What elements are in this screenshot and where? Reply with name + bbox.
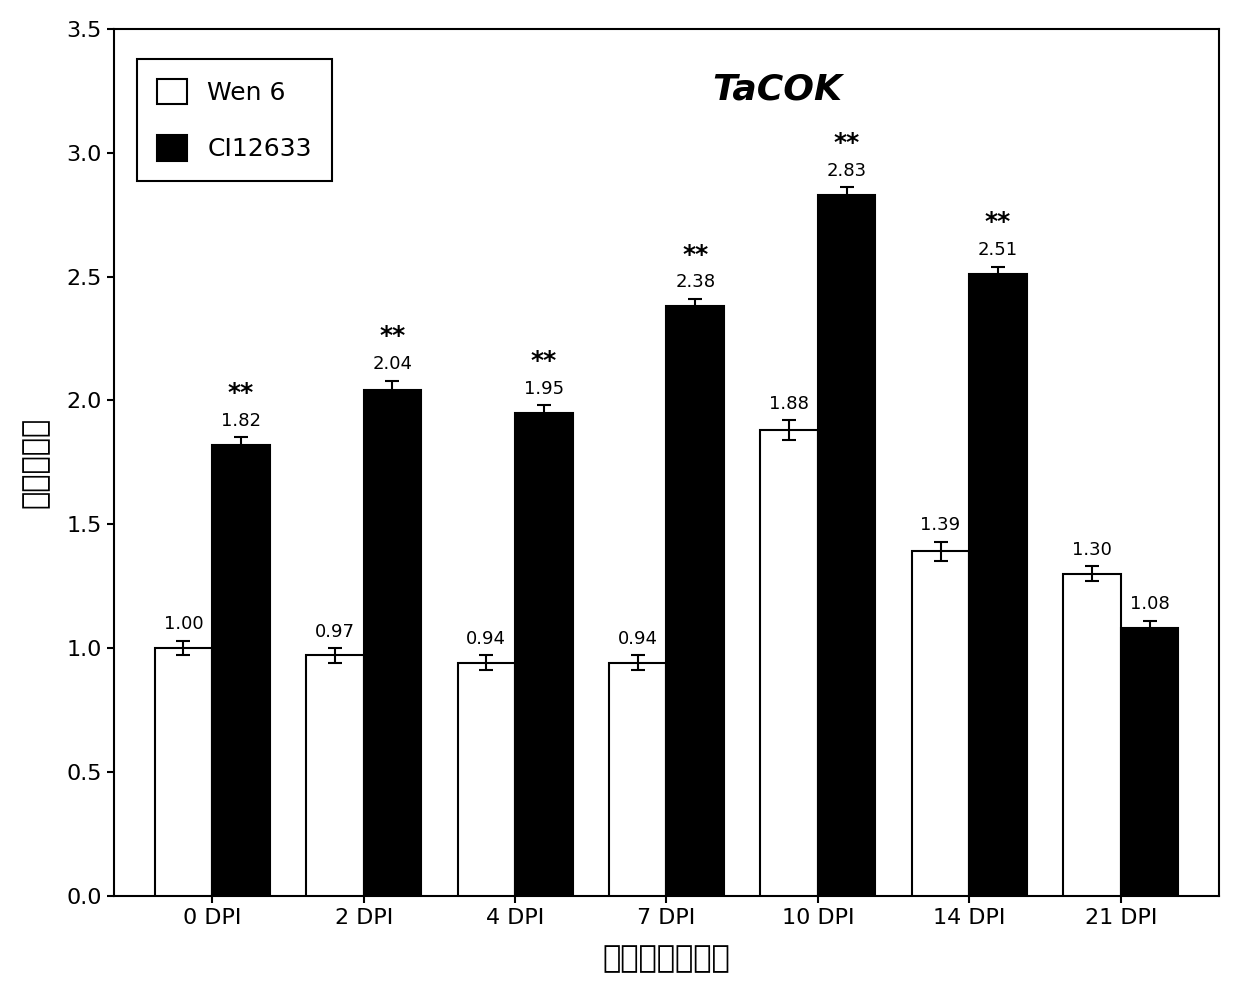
Text: TaCOK: TaCOK bbox=[712, 73, 842, 106]
Text: 0.97: 0.97 bbox=[315, 622, 355, 640]
Y-axis label: 相对表达量: 相对表达量 bbox=[21, 416, 50, 508]
Text: 1.00: 1.00 bbox=[164, 615, 203, 633]
Text: 0.94: 0.94 bbox=[618, 630, 657, 648]
Bar bbox=[1063, 574, 1121, 896]
Text: 1.82: 1.82 bbox=[221, 413, 260, 430]
Text: 1.30: 1.30 bbox=[1073, 541, 1112, 559]
Text: **: ** bbox=[228, 382, 254, 406]
Text: 2.04: 2.04 bbox=[372, 355, 413, 373]
Bar bbox=[155, 648, 212, 896]
Bar bbox=[212, 445, 270, 896]
Text: **: ** bbox=[682, 243, 708, 266]
Text: 1.08: 1.08 bbox=[1130, 595, 1169, 613]
Text: 1.39: 1.39 bbox=[920, 516, 961, 534]
Text: **: ** bbox=[379, 324, 405, 348]
Bar bbox=[818, 195, 875, 896]
Text: 1.95: 1.95 bbox=[523, 380, 564, 398]
Bar bbox=[911, 552, 970, 896]
Bar bbox=[609, 663, 666, 896]
Legend: Wen 6, CI12633: Wen 6, CI12633 bbox=[138, 59, 332, 181]
Text: 2.83: 2.83 bbox=[827, 162, 867, 180]
Bar bbox=[363, 391, 422, 896]
Bar bbox=[306, 655, 363, 896]
Bar bbox=[458, 663, 515, 896]
Bar bbox=[515, 413, 573, 896]
X-axis label: 接种纹枯菌时间: 接种纹枯菌时间 bbox=[603, 944, 730, 973]
Text: 0.94: 0.94 bbox=[466, 630, 506, 648]
Bar bbox=[760, 430, 818, 896]
Text: **: ** bbox=[531, 349, 557, 373]
Text: 1.88: 1.88 bbox=[769, 395, 808, 413]
Text: **: ** bbox=[833, 131, 859, 155]
Text: **: ** bbox=[985, 211, 1011, 235]
Text: 2.51: 2.51 bbox=[978, 242, 1018, 259]
Bar bbox=[1121, 628, 1178, 896]
Bar bbox=[666, 306, 724, 896]
Bar bbox=[970, 274, 1027, 896]
Text: 2.38: 2.38 bbox=[676, 273, 715, 291]
